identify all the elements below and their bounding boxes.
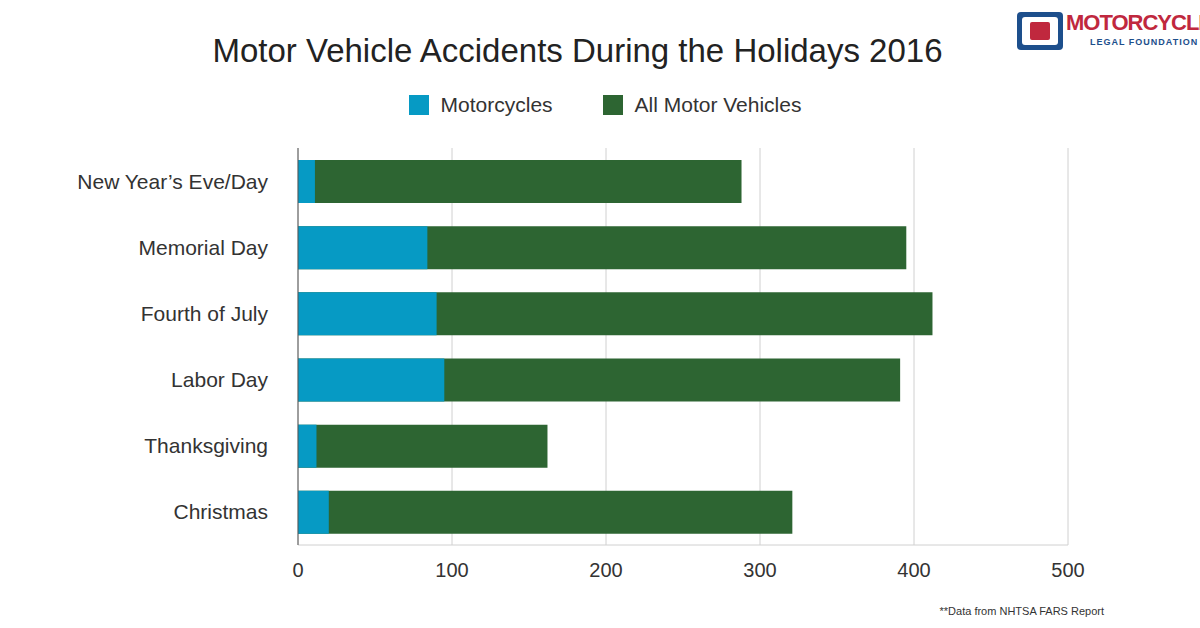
svg-text:100: 100 xyxy=(435,559,468,581)
html-text:All Motor Vehicles: All Motor Vehicles xyxy=(634,93,802,116)
svg-text:200: 200 xyxy=(589,559,622,581)
svg-text:Memorial Day: Memorial Day xyxy=(138,236,268,259)
svg-text:Christmas: Christmas xyxy=(173,500,268,523)
html-text:Motorcycles: Motorcycles xyxy=(440,93,553,116)
svg-text:400: 400 xyxy=(897,559,930,581)
svg-text:500: 500 xyxy=(1051,559,1084,581)
svg-text:Fourth of July: Fourth of July xyxy=(141,302,269,325)
html-text:Motor Vehicle Accidents During: Motor Vehicle Accidents During the Holid… xyxy=(212,32,943,69)
html-text:**Data from NHTSA FARS Report: **Data from NHTSA FARS Report xyxy=(939,605,1104,617)
svg-text:0: 0 xyxy=(292,559,303,581)
html-text:LEGAL FOUNDATION: LEGAL FOUNDATION xyxy=(1090,37,1199,47)
svg-text:Labor Day: Labor Day xyxy=(171,368,268,391)
svg-text:Thanksgiving: Thanksgiving xyxy=(144,434,268,457)
svg-text:300: 300 xyxy=(743,559,776,581)
svg-text:New Year’s Eve/Day: New Year’s Eve/Day xyxy=(77,170,268,193)
